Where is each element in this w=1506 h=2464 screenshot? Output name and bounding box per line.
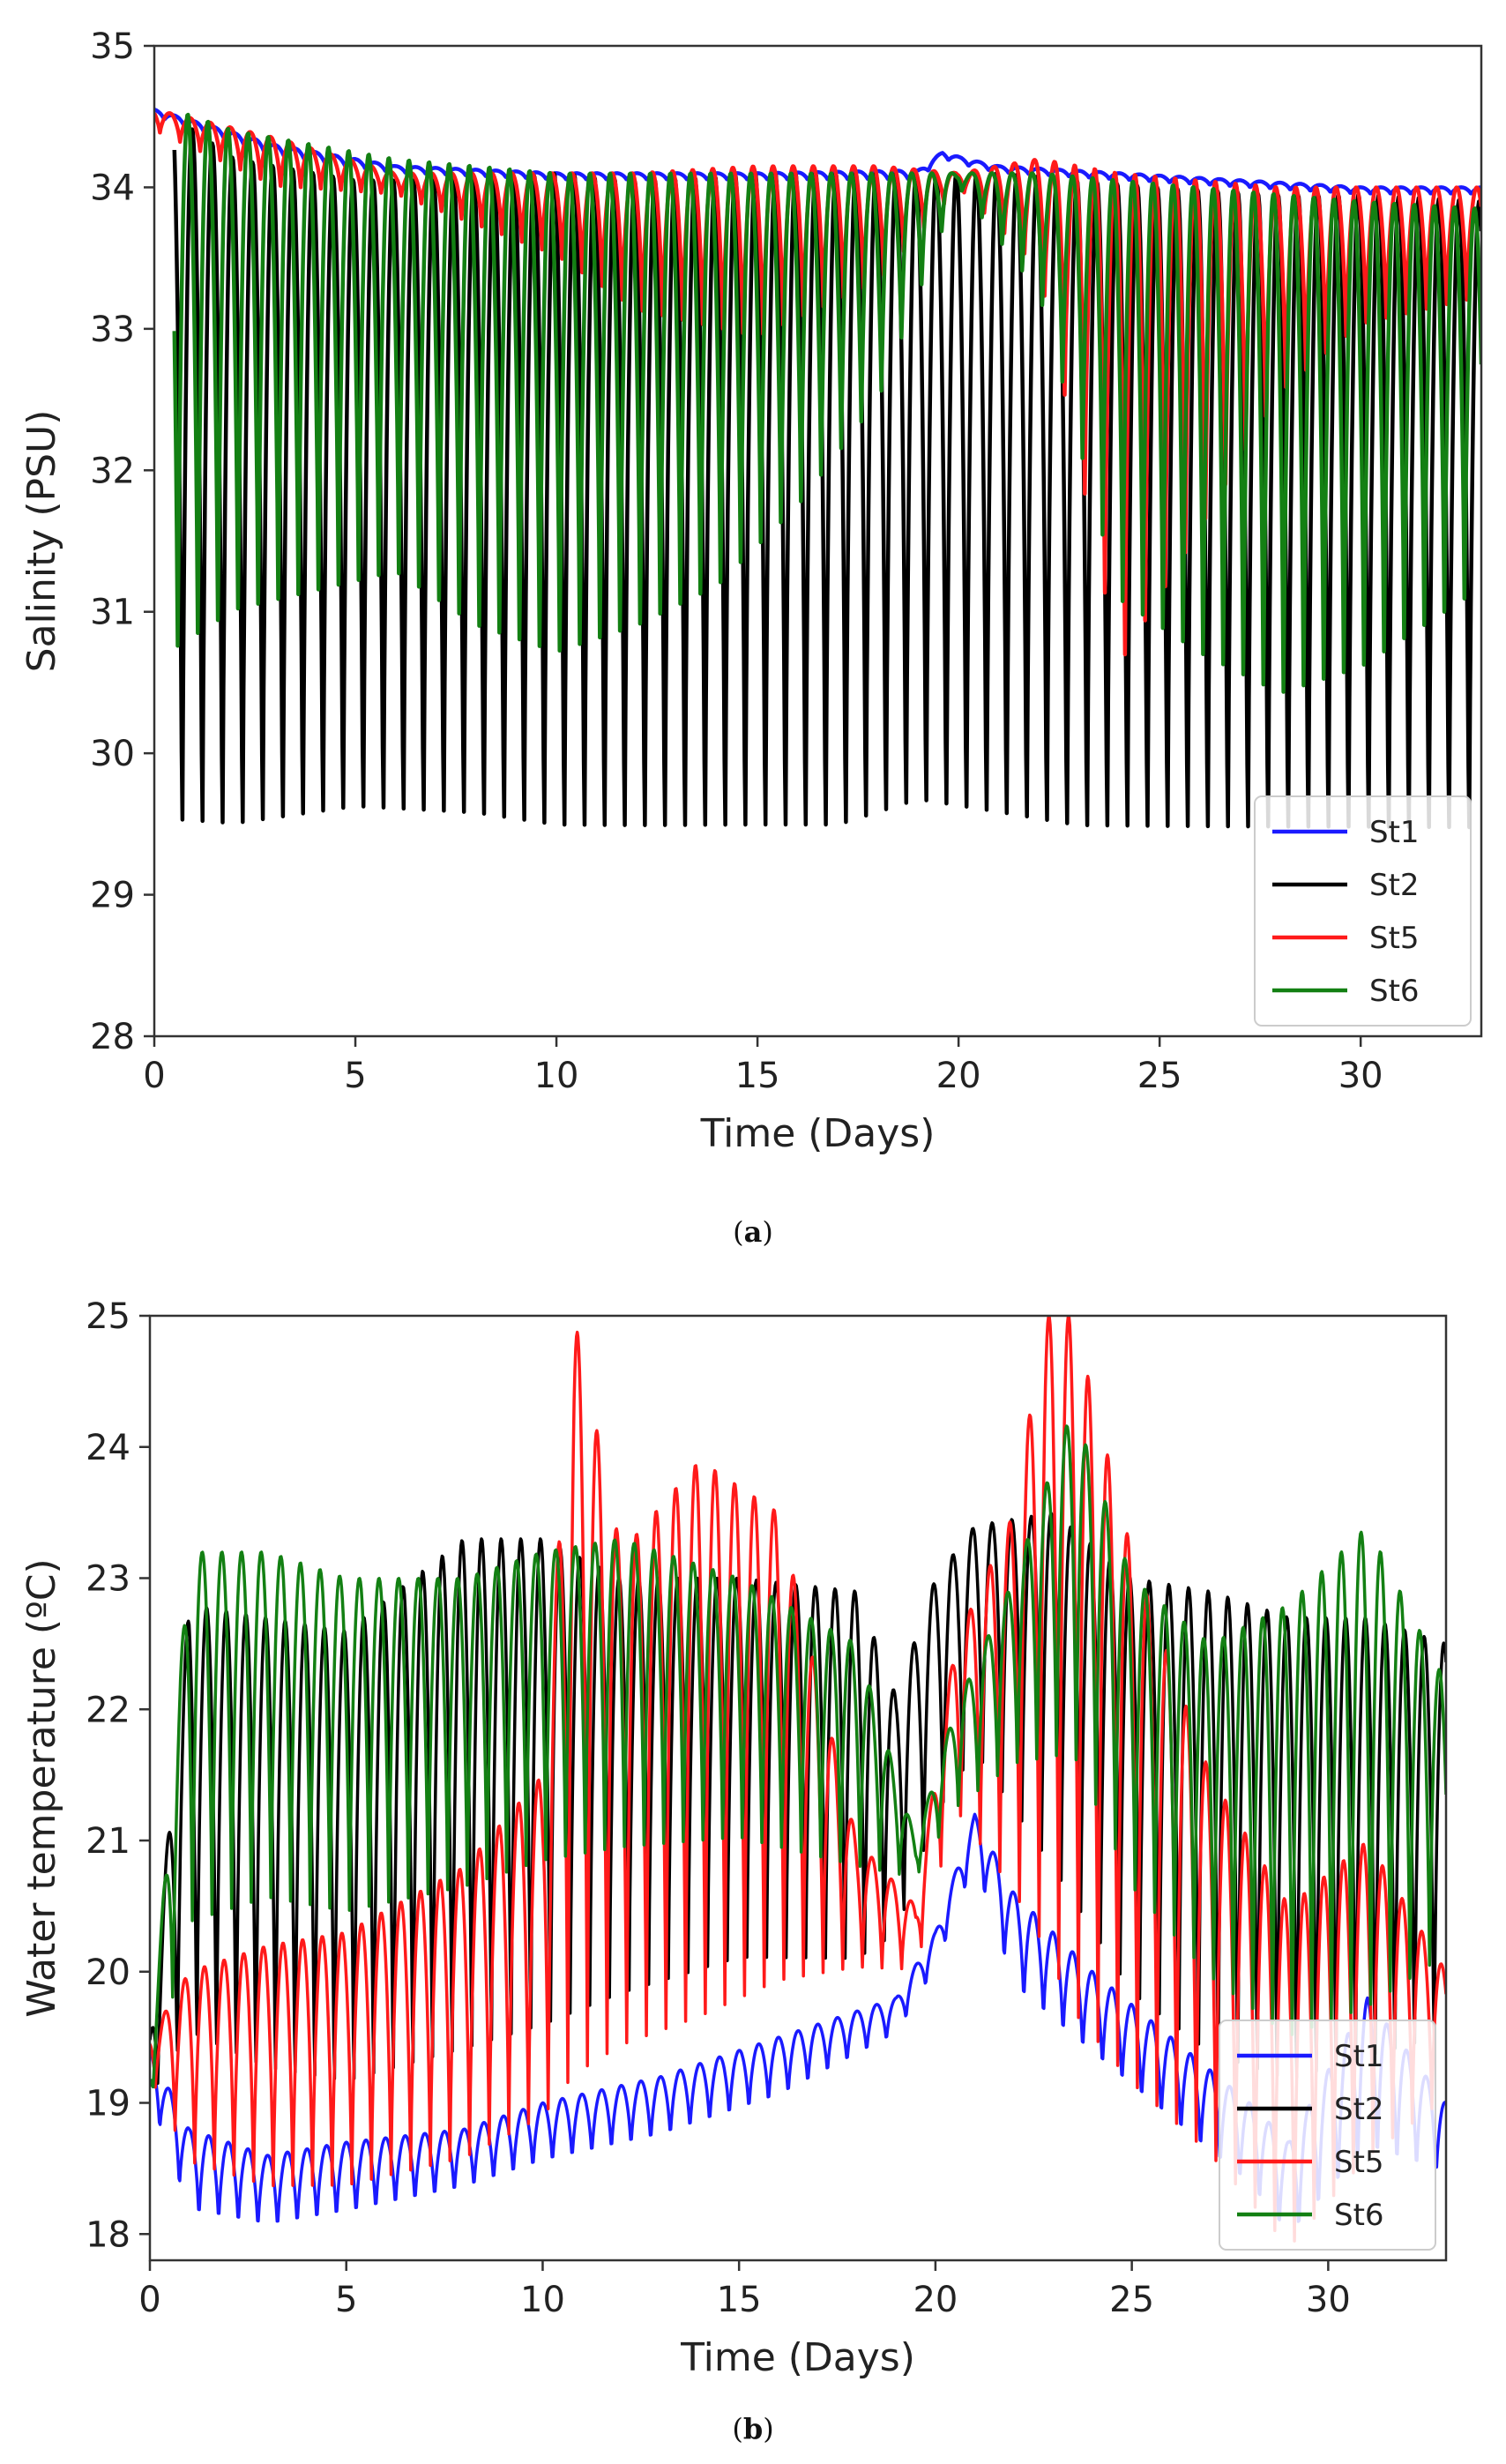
caption-b-letter: b bbox=[742, 2412, 764, 2445]
caption-a: (a) bbox=[733, 1215, 773, 1249]
y-tick-label-b-20: 20 bbox=[86, 1953, 130, 1993]
y-tick-label-b-18: 18 bbox=[86, 2214, 130, 2255]
y-tick-label-a-33: 33 bbox=[90, 310, 135, 350]
legend-label-st6: St6 bbox=[1334, 2198, 1384, 2233]
series-line-st6 bbox=[172, 112, 1481, 694]
chart-panel-a: 0 5 10 15 20 25 30 28 29 30 31 32 33 34 35 Time (Days) S… bbox=[0, 0, 1506, 1229]
y-tick-label-b-19: 19 bbox=[86, 2084, 130, 2124]
x-tick-label-b-20: 20 bbox=[913, 2280, 958, 2320]
plot-frame-a bbox=[153, 44, 1483, 1038]
x-tick-label-a-15: 15 bbox=[735, 1056, 780, 1096]
y-axis-title-b: Water temperature (ºC) bbox=[19, 1558, 64, 2017]
x-tick-label-b-30: 30 bbox=[1306, 2280, 1351, 2320]
legend-label-st5: St5 bbox=[1369, 921, 1420, 956]
x-axis-title-a: Time (Days) bbox=[700, 1111, 936, 1156]
plot-area-a bbox=[154, 108, 1481, 830]
legend-b: St1 St2 St5 St6 bbox=[1219, 2020, 1436, 2251]
x-tick-label-a-5: 5 bbox=[344, 1056, 366, 1096]
chart-panel-b: 0 5 10 15 20 25 30 18 19 20 21 22 23 24 25 Time (Days) W… bbox=[0, 1252, 1506, 2433]
legend-label-st2: St2 bbox=[1369, 868, 1420, 903]
y-tick-label-b-24: 24 bbox=[86, 1428, 130, 1468]
y-tick-label-b-23: 23 bbox=[86, 1559, 130, 1600]
caption-b: (b) bbox=[732, 2412, 774, 2445]
legend-a: St1 St2 St5 St6 bbox=[1254, 795, 1472, 1027]
caption-a-letter: a bbox=[743, 1215, 763, 1249]
y-tick-label-a-35: 35 bbox=[90, 26, 135, 67]
series-line-st5 bbox=[150, 1316, 1446, 2243]
x-tick-label-a-20: 20 bbox=[936, 1056, 981, 1096]
x-tick-label-a-0: 0 bbox=[143, 1056, 165, 1096]
water-temperature-chart: 0 5 10 15 20 25 30 18 19 20 21 22 23 24 25 Time (Days) W… bbox=[19, 1296, 1448, 2380]
series-line-st2 bbox=[150, 1511, 1446, 2086]
legend-label-st2: St2 bbox=[1334, 2092, 1384, 2127]
x-tick-label-b-25: 25 bbox=[1109, 2280, 1154, 2320]
y-tick-label-a-28: 28 bbox=[90, 1017, 135, 1057]
legend-label-st5: St5 bbox=[1334, 2145, 1384, 2180]
legend-box-b bbox=[1219, 2020, 1436, 2251]
x-tick-label-a-25: 25 bbox=[1137, 1056, 1182, 1096]
y-tick-label-b-25: 25 bbox=[86, 1296, 130, 1337]
series-line-st6 bbox=[150, 1424, 1446, 2089]
y-tick-label-a-32: 32 bbox=[90, 451, 135, 491]
y-tick-label-b-22: 22 bbox=[86, 1690, 130, 1730]
y-axis-title-a: Salinity (PSU) bbox=[19, 410, 64, 673]
legend-box-a bbox=[1254, 795, 1472, 1027]
x-tick-label-b-10: 10 bbox=[520, 2280, 565, 2320]
x-tick-label-b-15: 15 bbox=[717, 2280, 762, 2320]
salinity-chart: 0 5 10 15 20 25 30 28 29 30 31 32 33 34 35 Time (Days) S… bbox=[19, 26, 1483, 1156]
y-tick-label-a-31: 31 bbox=[90, 593, 135, 633]
series-line-st5 bbox=[154, 111, 1481, 657]
y-tick-label-b-21: 21 bbox=[86, 1821, 130, 1862]
x-tick-label-b-0: 0 bbox=[138, 2280, 160, 2320]
x-axis-title-b: Time (Days) bbox=[680, 2335, 915, 2380]
x-tick-label-a-10: 10 bbox=[534, 1056, 579, 1096]
legend-label-st1: St1 bbox=[1334, 2039, 1384, 2074]
x-tick-label-b-5: 5 bbox=[335, 2280, 357, 2320]
legend-label-st1: St1 bbox=[1369, 815, 1420, 850]
legend-label-st6: St6 bbox=[1369, 974, 1420, 1009]
series-line-st1 bbox=[154, 108, 1481, 196]
y-tick-label-a-30: 30 bbox=[90, 734, 135, 774]
y-tick-label-a-34: 34 bbox=[90, 168, 135, 208]
x-tick-label-a-30: 30 bbox=[1338, 1056, 1383, 1096]
y-tick-label-a-29: 29 bbox=[90, 876, 135, 916]
plot-frame-b bbox=[148, 1314, 1448, 2262]
